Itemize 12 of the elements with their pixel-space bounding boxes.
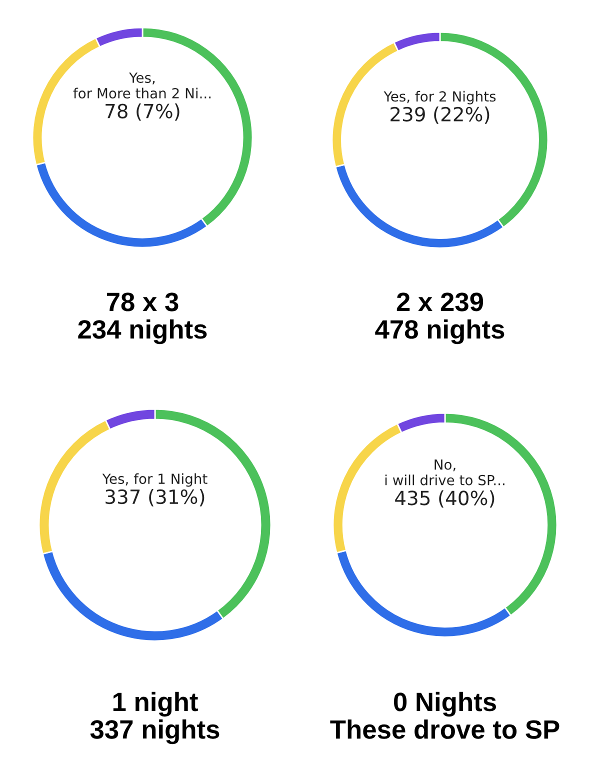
text: 1 night 337 nights (90, 692, 220, 744)
text: 239 (22%) (390, 106, 490, 124)
text: Yes, for More than 2 Ni... (73, 72, 211, 99)
text: 2 x 239 478 nights (375, 292, 504, 344)
text: 435 (40%) (395, 490, 494, 508)
text: No, i will drive to SP... (385, 459, 504, 486)
text: 0 Nights These drove to SP (330, 692, 560, 739)
text: 78 x 3 234 nights (78, 292, 207, 344)
text: 337 (31%) (106, 489, 204, 506)
text: 78 (7%) (106, 103, 180, 121)
text: Yes, for 1 Night (102, 473, 208, 487)
text: Yes, for 2 Nights (384, 90, 496, 104)
